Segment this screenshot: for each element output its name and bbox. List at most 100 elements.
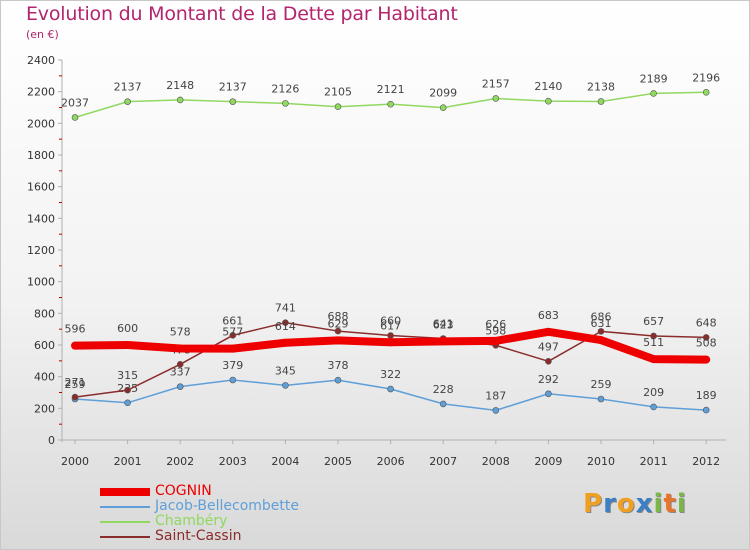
data-point	[176, 383, 184, 390]
data-point	[176, 96, 184, 104]
data-label: 2140	[534, 80, 562, 93]
x-tick-label: 2008	[482, 455, 510, 468]
data-label: 345	[275, 364, 296, 377]
data-label: 2137	[114, 81, 142, 94]
logo-letter: t	[663, 489, 677, 519]
data-point	[71, 341, 79, 350]
data-point	[702, 406, 710, 414]
logo-letter: i	[676, 489, 687, 519]
data-point	[597, 328, 605, 335]
data-point	[492, 407, 500, 414]
legend-label: Jacob-Bellecombette	[155, 498, 300, 514]
data-label: 228	[433, 383, 454, 396]
data-label: 578	[170, 325, 191, 338]
data-label: 741	[275, 302, 296, 315]
data-point	[229, 376, 237, 384]
y-tick-label: 1800	[27, 149, 55, 162]
data-label: 259	[591, 378, 612, 391]
y-tick-label: 400	[34, 371, 55, 384]
data-label: 641	[433, 318, 454, 331]
data-label: 631	[591, 317, 612, 330]
data-label: 189	[696, 389, 717, 402]
x-tick-label: 2007	[429, 455, 457, 468]
x-tick-label: 2000	[61, 455, 89, 468]
data-point	[545, 97, 552, 105]
y-tick-label: 1400	[27, 212, 55, 225]
y-tick-label: 600	[34, 339, 55, 352]
data-point	[281, 338, 290, 347]
data-point	[439, 104, 447, 111]
data-point	[123, 341, 132, 349]
data-label: 322	[380, 368, 401, 381]
x-tick-label: 2010	[587, 455, 615, 468]
data-point	[492, 95, 500, 102]
y-tick-label: 1000	[27, 276, 55, 289]
data-point	[334, 103, 342, 111]
data-label: 648	[696, 316, 717, 329]
data-point	[545, 358, 552, 365]
legend-label: COGNIN	[155, 483, 212, 499]
y-tick-label: 2200	[27, 86, 55, 99]
data-label: 660	[380, 315, 401, 328]
y-tick-label: 200	[34, 402, 55, 415]
data-label: 187	[485, 389, 506, 402]
chart-subtitle: (en €)	[26, 28, 59, 41]
data-label: 2126	[271, 82, 299, 95]
x-tick-label: 2001	[114, 455, 142, 468]
data-point	[545, 390, 552, 398]
data-label: 209	[643, 386, 664, 399]
y-tick-label: 0	[48, 434, 55, 447]
data-label: 511	[643, 336, 664, 349]
data-label: 508	[696, 337, 717, 350]
data-point	[386, 338, 395, 347]
legend-swatch	[100, 521, 150, 523]
data-label: 292	[538, 373, 559, 386]
data-point	[71, 393, 79, 401]
logo-letter: x	[635, 489, 654, 519]
data-point	[71, 114, 79, 121]
data-label: 598	[485, 324, 506, 337]
data-point	[229, 98, 237, 105]
data-label: 378	[328, 359, 349, 372]
logo-letter: r	[603, 489, 617, 519]
data-point	[649, 355, 658, 364]
data-point	[387, 385, 394, 393]
data-point	[176, 344, 185, 353]
data-label: 683	[538, 309, 559, 322]
data-label: 617	[380, 319, 401, 332]
logo-letter: o	[616, 489, 636, 519]
y-tick-label: 2400	[27, 54, 55, 67]
data-label: 2148	[166, 79, 194, 92]
chart-title: Evolution du Montant de la Dette par Hab…	[26, 3, 458, 25]
data-label: 577	[222, 326, 243, 339]
x-tick-label: 2002	[166, 455, 194, 468]
data-label: 596	[65, 323, 86, 336]
data-label: 271	[65, 376, 86, 389]
data-point	[439, 400, 447, 408]
data-label: 337	[170, 366, 191, 379]
data-point	[702, 355, 711, 364]
data-point	[544, 327, 553, 336]
data-label: 2157	[482, 77, 510, 90]
legend-swatch	[100, 506, 150, 508]
data-point	[334, 327, 342, 335]
data-point	[387, 332, 394, 339]
data-point	[650, 403, 657, 411]
data-label: 626	[485, 318, 506, 331]
data-label: 2137	[219, 81, 247, 94]
data-point	[650, 332, 657, 340]
data-label: 2138	[587, 80, 615, 93]
data-point	[124, 386, 131, 394]
data-label: 657	[643, 315, 664, 328]
y-tick-label: 1200	[27, 244, 55, 257]
data-label: 2099	[429, 87, 457, 100]
data-point	[650, 90, 657, 97]
proxiti-logo: Proxiti	[583, 489, 687, 519]
logo-letter: i	[653, 489, 664, 519]
y-tick-label: 1600	[27, 181, 55, 194]
x-tick-label: 2004	[271, 455, 299, 468]
x-tick-label: 2003	[219, 455, 247, 468]
x-tick-label: 2005	[324, 455, 352, 468]
